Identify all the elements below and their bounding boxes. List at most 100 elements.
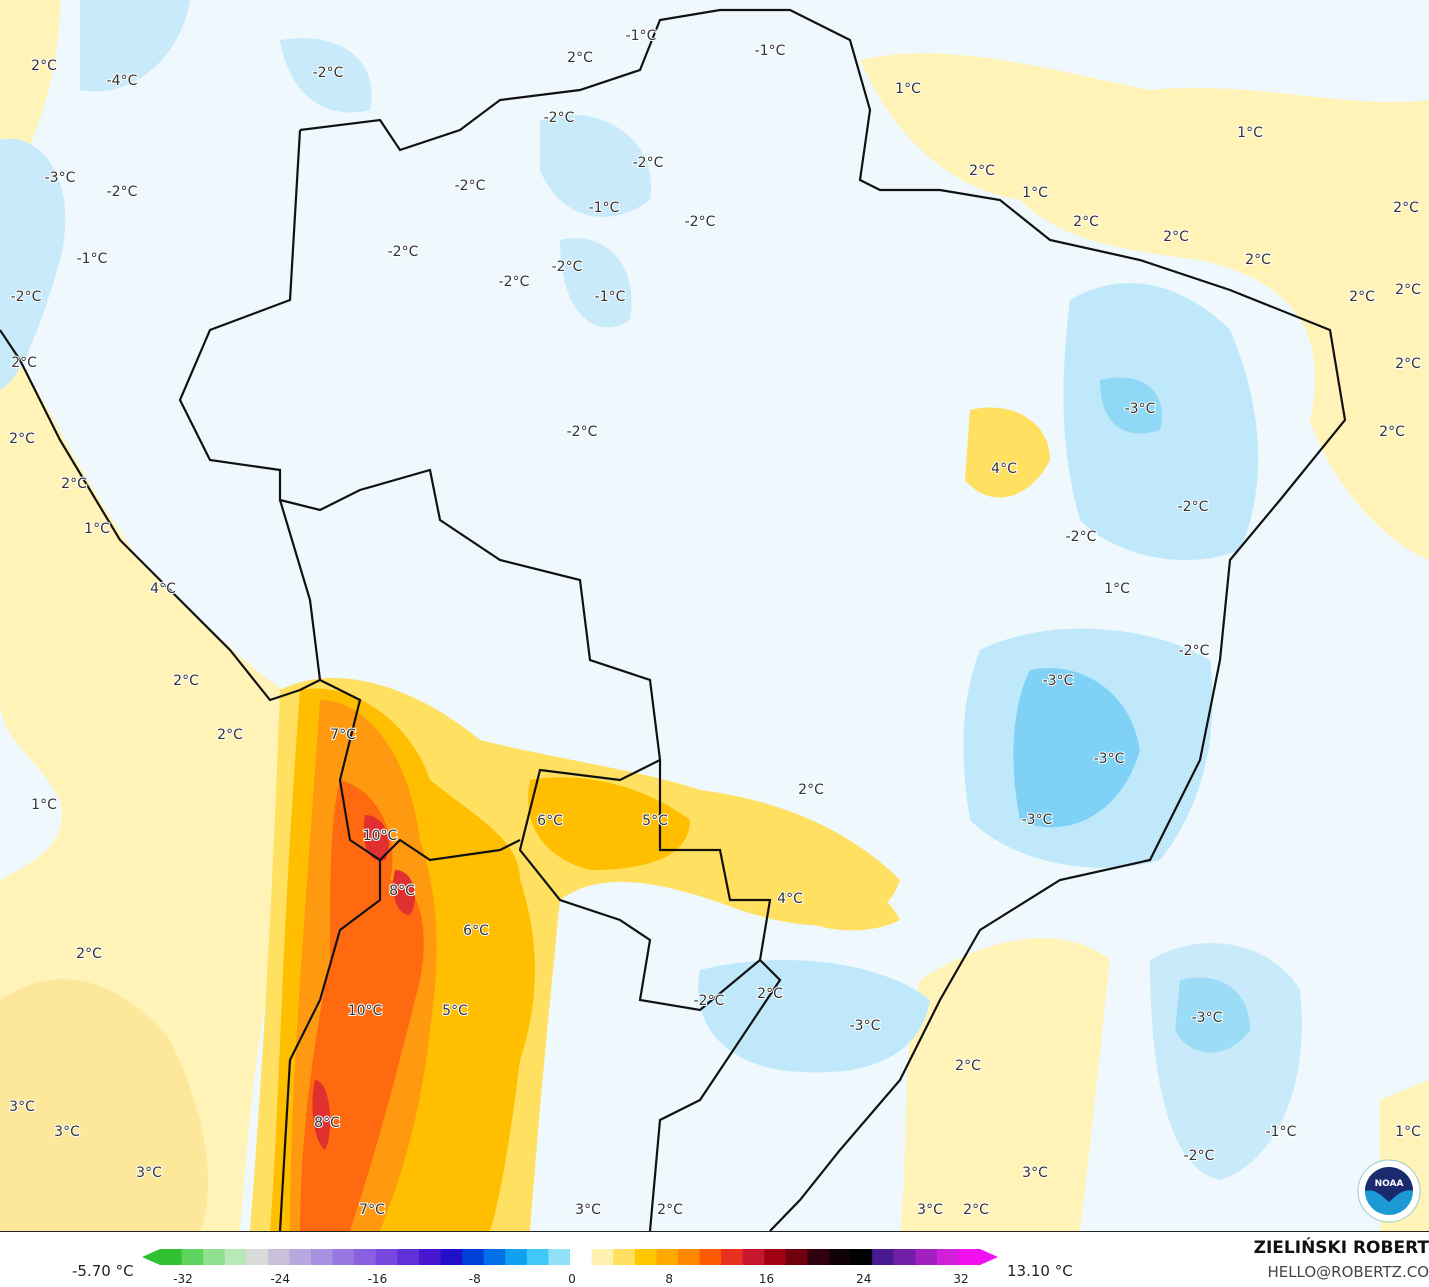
contour-label: 3°C	[54, 1124, 80, 1140]
colorbar-segment	[936, 1249, 959, 1265]
colorbar-tick-label: 0	[568, 1272, 576, 1286]
colorbar-segment	[915, 1249, 938, 1265]
contour-label: 2°C	[1393, 200, 1419, 216]
contour-label: 4°C	[991, 461, 1017, 477]
temperature-anomaly-map: 2°C -4°C -2°C 2°C -1°C -1°C 1°C -2°C 1°C -2°C -3°C…	[0, 0, 1429, 1232]
contour-label: 2°C	[61, 476, 87, 492]
contour-label: -3°C	[1043, 673, 1074, 689]
colorbar-tick-label: 8	[665, 1272, 674, 1286]
colorbar-segment	[397, 1249, 420, 1265]
contour-label: 3°C	[9, 1099, 35, 1115]
contour-label: -2°C	[388, 244, 419, 260]
contour-label: -3°C	[1125, 401, 1156, 417]
author-name: ZIELIŃSKI ROBERT	[1253, 1238, 1429, 1258]
colorbar-segment	[418, 1249, 442, 1265]
contour-label: 4°C	[777, 891, 803, 907]
colorbar-segment	[677, 1249, 700, 1265]
contour-label: 2°C	[963, 1202, 989, 1218]
contour-label: -2°C	[499, 274, 530, 290]
colorbar	[142, 1249, 998, 1265]
noaa-logo-text: NOAA	[1375, 1179, 1404, 1189]
colorbar-segment	[850, 1249, 873, 1265]
hot-anomaly-areas	[250, 407, 1050, 1231]
contour-label: -1°C	[755, 43, 786, 59]
contour-label: 2°C	[798, 782, 824, 798]
contour-label: -3°C	[1094, 751, 1125, 767]
contour-label: -2°C	[107, 184, 138, 200]
colorbar-segment	[893, 1249, 916, 1265]
contour-label: 2°C	[11, 355, 37, 371]
contour-label: -2°C	[1066, 529, 1097, 545]
contour-label: 2°C	[217, 727, 243, 743]
contour-label: -2°C	[685, 214, 716, 230]
contour-label: 3°C	[136, 1165, 162, 1181]
contour-label: -3°C	[45, 170, 76, 186]
colorbar-segment	[224, 1249, 247, 1265]
colorbar-segment	[440, 1249, 463, 1265]
contour-label: 2°C	[969, 163, 995, 179]
contour-label: 1°C	[31, 797, 57, 813]
contour-label: 6°C	[463, 923, 489, 939]
colorbar-segment	[289, 1249, 312, 1265]
contour-labels: 2°C -4°C -2°C 2°C -1°C -1°C 1°C -2°C 1°C -2°C -3°C…	[8, 27, 1422, 1219]
contour-label: 2°C	[1395, 356, 1421, 372]
colorbar-segment	[785, 1249, 808, 1265]
contour-label: 2°C	[1379, 424, 1405, 440]
colorbar-segment	[828, 1249, 852, 1265]
contour-label: 10°C	[363, 828, 398, 844]
colorbar-extension-arrow	[142, 1249, 160, 1265]
colorbar-segment	[332, 1249, 355, 1265]
colorbar-tick-label: 24	[856, 1272, 872, 1286]
contour-label: 10°C	[348, 1003, 383, 1019]
contour-label: 2°C	[567, 50, 593, 66]
contour-label: 5°C	[642, 813, 668, 829]
colorbar-segment	[958, 1249, 981, 1265]
contour-label: 3°C	[575, 1202, 601, 1218]
contour-label: 1°C	[1237, 125, 1263, 141]
contour-label: 2°C	[1245, 252, 1271, 268]
colorbar-segment	[764, 1249, 787, 1265]
colorbar-segment	[526, 1249, 549, 1265]
country-borders	[0, 8, 1347, 1231]
colorbar-segment	[656, 1249, 679, 1265]
contour-label: -2°C	[633, 155, 664, 171]
colorbar-segment	[462, 1249, 485, 1265]
contour-label: -3°C	[850, 1018, 881, 1034]
contour-label: -2°C	[11, 289, 42, 305]
contour-label: 2°C	[1163, 229, 1189, 245]
contour-label: 3°C	[1022, 1165, 1048, 1181]
colorbar-segment	[505, 1249, 528, 1265]
colorbar-tick-label: 16	[758, 1272, 775, 1286]
legend-footer: -5.70 °C -32 -24 -16 -8 0 8 16 24 32 13.10 °C ZI…	[0, 1232, 1429, 1287]
colorbar-segment	[634, 1249, 657, 1265]
contour-label: 5°C	[442, 1003, 468, 1019]
colorbar-segment	[721, 1249, 744, 1265]
colorbar-tick-label: -24	[270, 1272, 291, 1286]
contour-label: -2°C	[1179, 643, 1210, 659]
contour-label: -2°C	[552, 259, 583, 275]
contour-label: 4°C	[150, 581, 176, 597]
contour-label: -2°C	[567, 424, 598, 440]
contour-label: 2°C	[1073, 214, 1099, 230]
contour-label: -2°C	[313, 65, 344, 81]
contour-label: -1°C	[77, 251, 108, 267]
contour-label: -1°C	[589, 200, 620, 216]
contour-label: 2°C	[76, 946, 102, 962]
colorbar-min-value: -5.70 °C	[72, 1262, 134, 1280]
colorbar-segment	[375, 1249, 398, 1265]
colorbar-segment	[872, 1249, 895, 1265]
noaa-logo: NOAA	[1357, 1159, 1421, 1223]
contour-label: 1°C	[1395, 1124, 1421, 1140]
colorbar-max-value: 13.10 °C	[1007, 1262, 1073, 1280]
contour-label: 7°C	[330, 727, 356, 743]
contour-label: 7°C	[359, 1202, 385, 1218]
ocean-warm-anomaly-areas	[0, 0, 1429, 1231]
colorbar-segment	[181, 1249, 204, 1265]
colorbar-tick-label: -32	[173, 1272, 193, 1286]
colorbar-tick-label: -16	[367, 1272, 388, 1286]
cold-anomaly-areas	[0, 0, 1302, 1180]
contour-label: 8°C	[314, 1115, 340, 1131]
contour-label: -3°C	[1022, 812, 1053, 828]
contour-label: 6°C	[537, 813, 563, 829]
contour-label: -2°C	[455, 178, 486, 194]
